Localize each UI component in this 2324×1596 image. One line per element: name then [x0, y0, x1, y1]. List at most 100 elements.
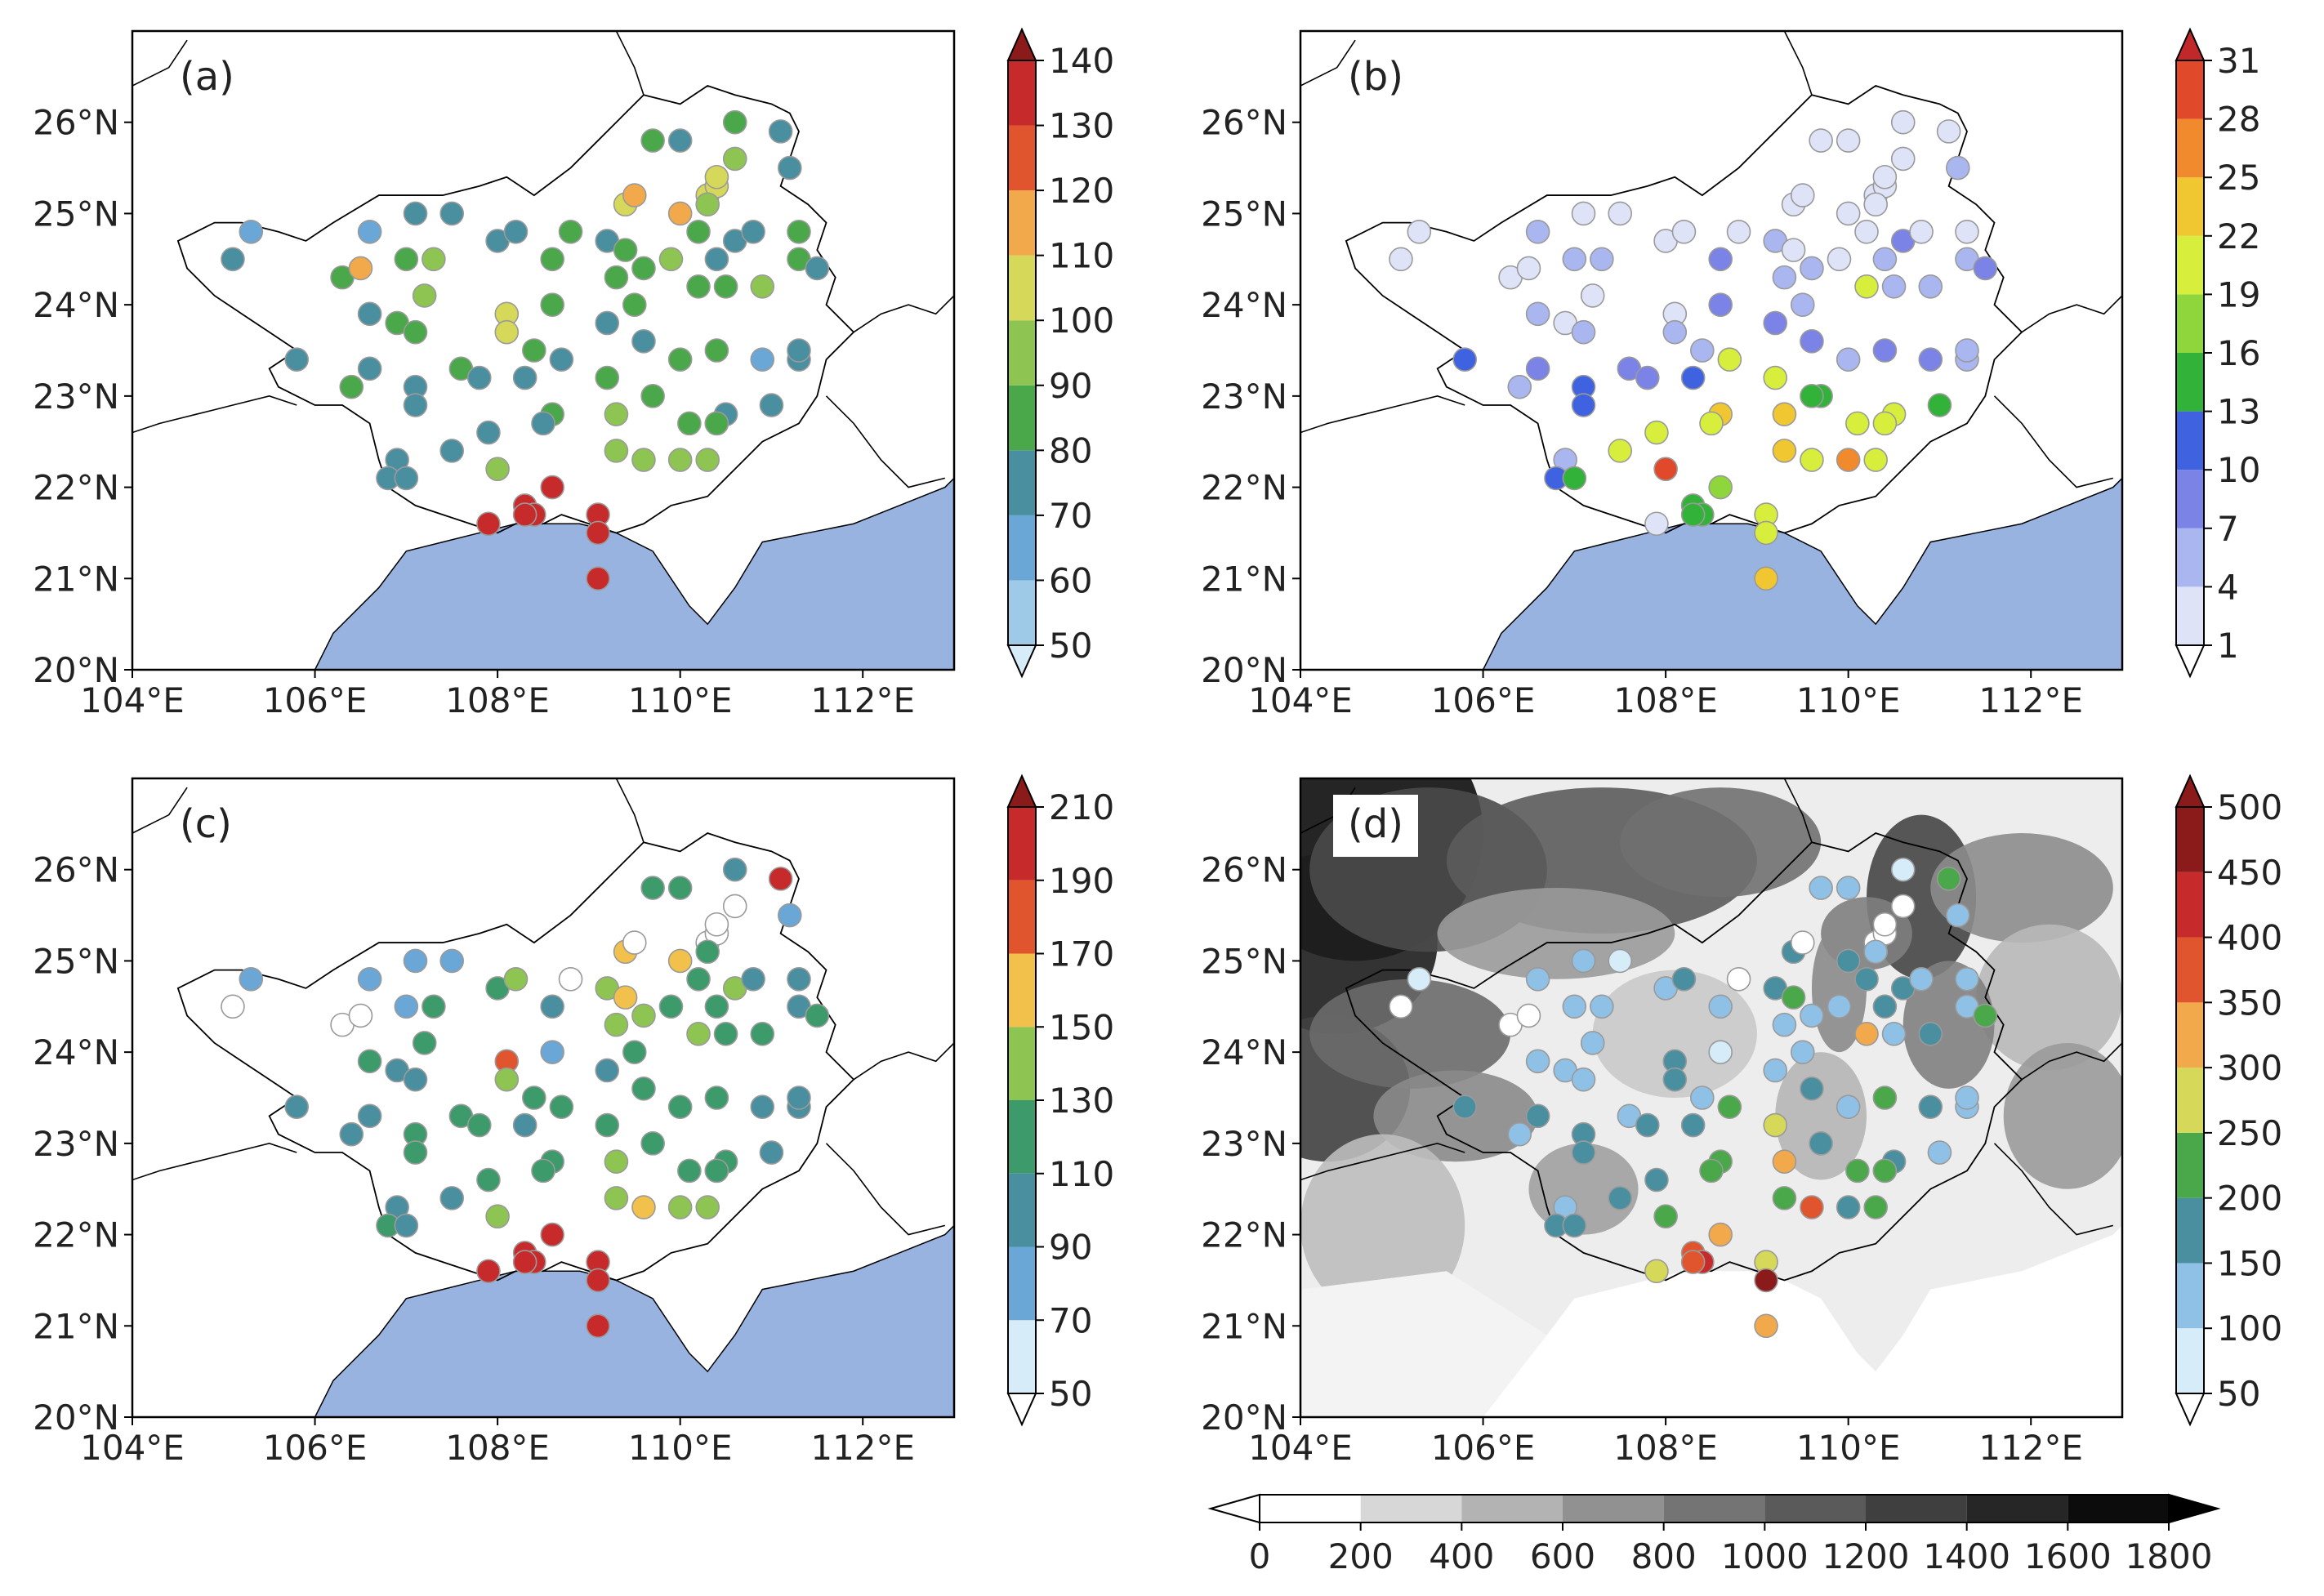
station-point: [686, 274, 711, 299]
panel-a: (a) 104°E 106°E 108°E 110°E 112°E 20°N 21°N 22°N…: [33, 27, 1114, 720]
colorbar-tick-label: 110: [1049, 1154, 1114, 1194]
colorbar-tick-label: 120: [1049, 171, 1114, 211]
station-point: [1708, 475, 1733, 500]
station-point: [239, 966, 264, 992]
station-point: [695, 192, 720, 217]
sea-area: [314, 1224, 954, 1417]
colorbar-extend-min: [1006, 1393, 1037, 1427]
station-point: [339, 374, 364, 399]
colorbar: 50 100 150 200 250 300 350 400 450 500: [2175, 773, 2282, 1427]
colorbar-segment: [2176, 586, 2204, 645]
station-point: [1653, 1204, 1678, 1229]
station-point: [476, 1259, 501, 1284]
station-point: [439, 201, 465, 226]
border-line: [1300, 395, 1465, 434]
station-point: [1680, 502, 1706, 527]
colorbar-segment: [1008, 385, 1036, 451]
station-point: [704, 164, 729, 189]
station-point: [221, 994, 245, 1019]
station-point: [558, 966, 583, 992]
panel-label: (c): [180, 801, 232, 847]
x-tick-label: 106°E: [1431, 680, 1536, 720]
station-point: [540, 475, 564, 500]
station-point: [357, 219, 382, 244]
elevation-colorbar-extend-max: [2168, 1493, 2221, 1524]
station-point: [1708, 292, 1733, 317]
colorbar-tick-label: 70: [1049, 1300, 1092, 1340]
station-point: [1781, 985, 1806, 1010]
station-point: [422, 247, 446, 272]
station-point: [750, 1094, 775, 1119]
station-point: [604, 439, 629, 463]
colorbar-segment: [2176, 470, 2204, 528]
station-point: [522, 1086, 546, 1110]
station-point: [1845, 411, 1870, 436]
colorbar-tick-label: 300: [2217, 1048, 2282, 1088]
station-point: [1772, 1149, 1797, 1174]
station-point: [768, 867, 793, 891]
colorbar-tick-label: 31: [2217, 41, 2260, 81]
station-point: [631, 1077, 656, 1101]
y-tick-label: 23°N: [1201, 377, 1287, 417]
colorbar-segment: [1008, 1246, 1036, 1321]
terrain-patch: [1373, 1070, 1538, 1162]
colorbar-tick-label: 350: [2217, 983, 2282, 1023]
station-point: [1836, 876, 1861, 900]
station-point: [239, 219, 264, 244]
station-point: [667, 1195, 693, 1219]
station-points: [221, 109, 830, 591]
colorbar-segment: [2176, 118, 2204, 178]
y-tick-label: 21°N: [1201, 559, 1287, 599]
station-point: [1507, 374, 1532, 399]
station-point: [439, 948, 465, 974]
station-point: [686, 1022, 711, 1046]
station-point: [741, 219, 765, 244]
station-point: [722, 109, 747, 135]
station-point: [722, 857, 747, 882]
colorbar-segment: [1008, 320, 1036, 386]
colorbar-tick-label: 100: [1049, 301, 1114, 341]
station-point: [1800, 1003, 1824, 1028]
station-point: [1790, 183, 1815, 207]
map-area: [1300, 31, 2122, 670]
colorbar-segment: [2176, 177, 2204, 236]
station-point: [631, 256, 656, 281]
station-point: [357, 1049, 382, 1074]
colorbar-segment: [2176, 528, 2204, 587]
station-point: [759, 1140, 784, 1165]
station-point: [221, 247, 245, 272]
station-point: [1936, 867, 1961, 891]
station-point: [1909, 219, 1934, 244]
station-point: [1726, 219, 1751, 244]
border-line: [1993, 395, 2114, 488]
station-point: [466, 1112, 492, 1138]
station-point: [357, 1103, 382, 1129]
border-line: [853, 1042, 954, 1081]
station-point: [1890, 109, 1916, 135]
station-point: [1644, 1259, 1669, 1284]
coastal-lowland: [1483, 1225, 2122, 1417]
terrain-patch: [1620, 787, 1822, 898]
station-point: [1708, 994, 1733, 1019]
station-point: [1680, 1112, 1706, 1138]
border-line: [615, 778, 645, 843]
station-point: [549, 1094, 574, 1119]
x-tick-label: 106°E: [263, 1428, 368, 1468]
colorbar-tick-label: 60: [1049, 560, 1092, 600]
station-point: [667, 876, 693, 900]
station-point: [1872, 247, 1898, 272]
station-point: [1800, 329, 1824, 354]
map-area: [1300, 778, 2122, 1417]
colorbar-segment: [1008, 125, 1036, 191]
colorbar-extend-min: [2175, 1393, 2206, 1427]
station-point: [1680, 1250, 1706, 1274]
border-line: [1300, 39, 1356, 87]
x-tick-label: 104°E: [1248, 1428, 1353, 1468]
station-point: [403, 201, 428, 226]
y-tick-label: 24°N: [1201, 285, 1287, 325]
station-point: [1653, 457, 1678, 482]
station-point: [768, 119, 793, 144]
station-point: [1635, 365, 1660, 390]
colorbar-segment: [2176, 872, 2204, 938]
station-point: [1854, 1022, 1879, 1046]
